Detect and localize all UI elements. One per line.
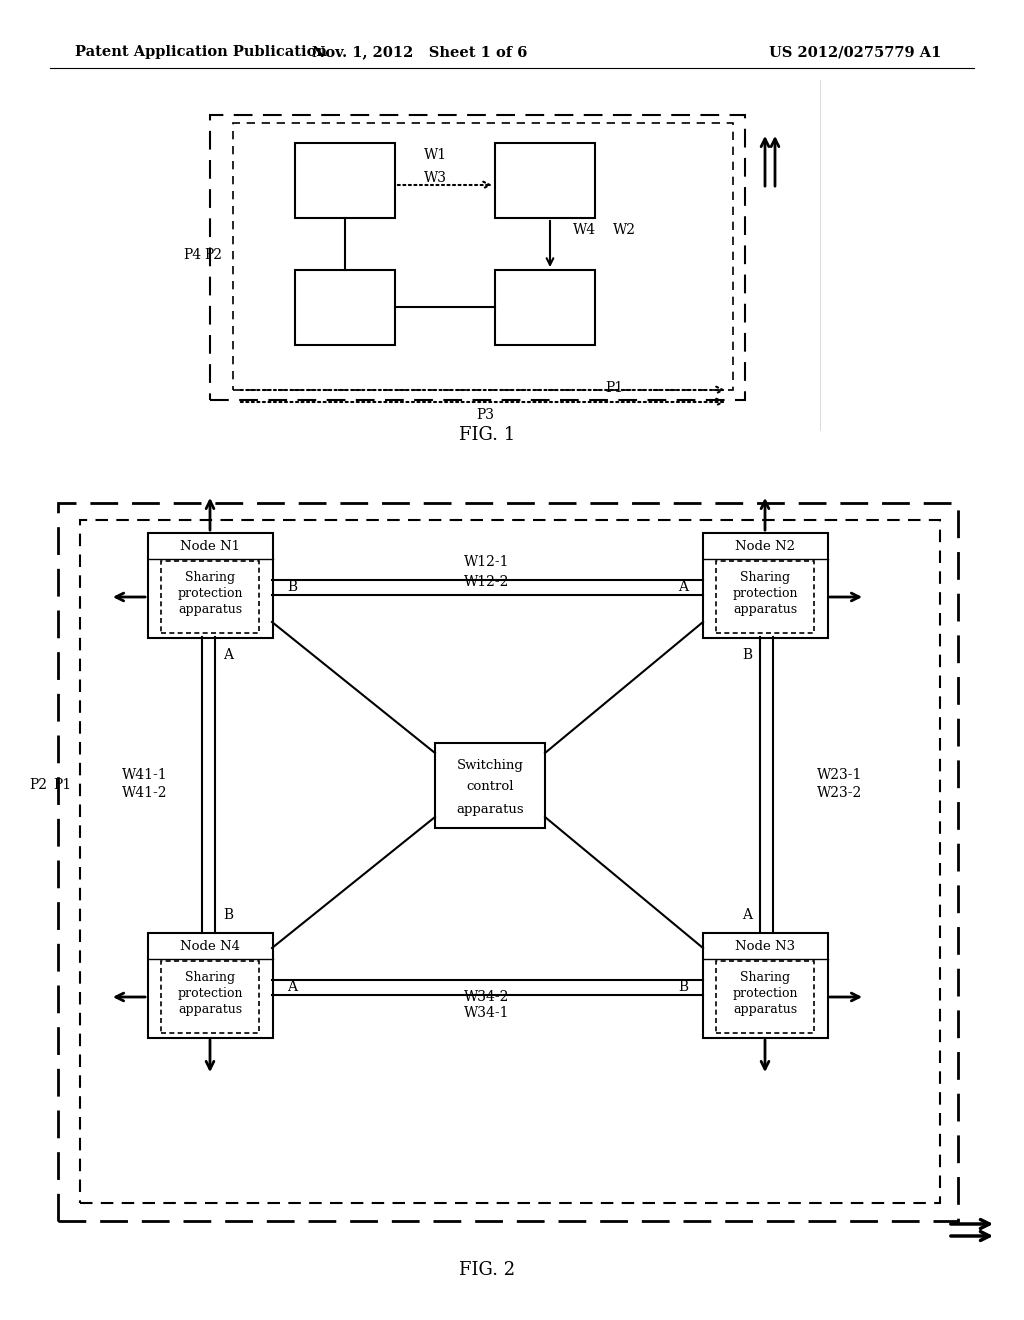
Text: W41-2: W41-2 [122, 785, 168, 800]
Text: Nov. 1, 2012   Sheet 1 of 6: Nov. 1, 2012 Sheet 1 of 6 [312, 45, 527, 59]
Text: apparatus: apparatus [456, 803, 524, 816]
Text: FIG. 1: FIG. 1 [459, 426, 515, 444]
Text: B: B [223, 908, 233, 921]
Text: W23-1: W23-1 [817, 768, 862, 781]
Text: Node N3: Node N3 [735, 940, 795, 953]
Text: P3: P3 [476, 408, 494, 422]
Text: W12-1: W12-1 [464, 554, 510, 569]
Text: protection: protection [732, 986, 798, 999]
Text: Sharing: Sharing [740, 570, 791, 583]
Text: P2: P2 [29, 777, 47, 792]
Text: A: A [742, 908, 752, 921]
Text: apparatus: apparatus [733, 602, 797, 615]
Text: Sharing: Sharing [185, 970, 236, 983]
Text: Node N4: Node N4 [180, 940, 240, 953]
Text: Node N1: Node N1 [180, 540, 240, 553]
Text: W3: W3 [424, 172, 446, 185]
Text: A: A [678, 579, 688, 594]
Text: A: A [287, 979, 297, 994]
Text: apparatus: apparatus [178, 602, 242, 615]
Text: P1: P1 [605, 381, 624, 395]
Text: P2: P2 [204, 248, 222, 261]
Text: W2: W2 [613, 223, 636, 238]
Text: W1: W1 [424, 148, 446, 162]
Text: Sharing: Sharing [185, 570, 236, 583]
Text: W12-2: W12-2 [464, 576, 510, 589]
Text: Node N2: Node N2 [735, 540, 795, 553]
Text: protection: protection [177, 586, 243, 599]
Text: B: B [742, 648, 752, 663]
Text: protection: protection [732, 586, 798, 599]
Text: A: A [223, 648, 233, 663]
Text: W34-2: W34-2 [464, 990, 510, 1005]
Text: US 2012/0275779 A1: US 2012/0275779 A1 [769, 45, 941, 59]
Text: Patent Application Publication: Patent Application Publication [75, 45, 327, 59]
Text: protection: protection [177, 986, 243, 999]
Text: Sharing: Sharing [740, 970, 791, 983]
Text: W41-1: W41-1 [122, 768, 168, 781]
Text: Switching: Switching [457, 759, 523, 771]
Text: B: B [287, 579, 297, 594]
Text: W23-2: W23-2 [817, 785, 862, 800]
Text: W4: W4 [572, 223, 596, 238]
Text: P4: P4 [183, 248, 201, 261]
Text: apparatus: apparatus [178, 1002, 242, 1015]
Text: B: B [678, 979, 688, 994]
Text: FIG. 2: FIG. 2 [459, 1261, 515, 1279]
Text: control: control [466, 780, 514, 793]
Text: apparatus: apparatus [733, 1002, 797, 1015]
Text: W34-1: W34-1 [464, 1006, 510, 1020]
Text: P1: P1 [53, 777, 71, 792]
